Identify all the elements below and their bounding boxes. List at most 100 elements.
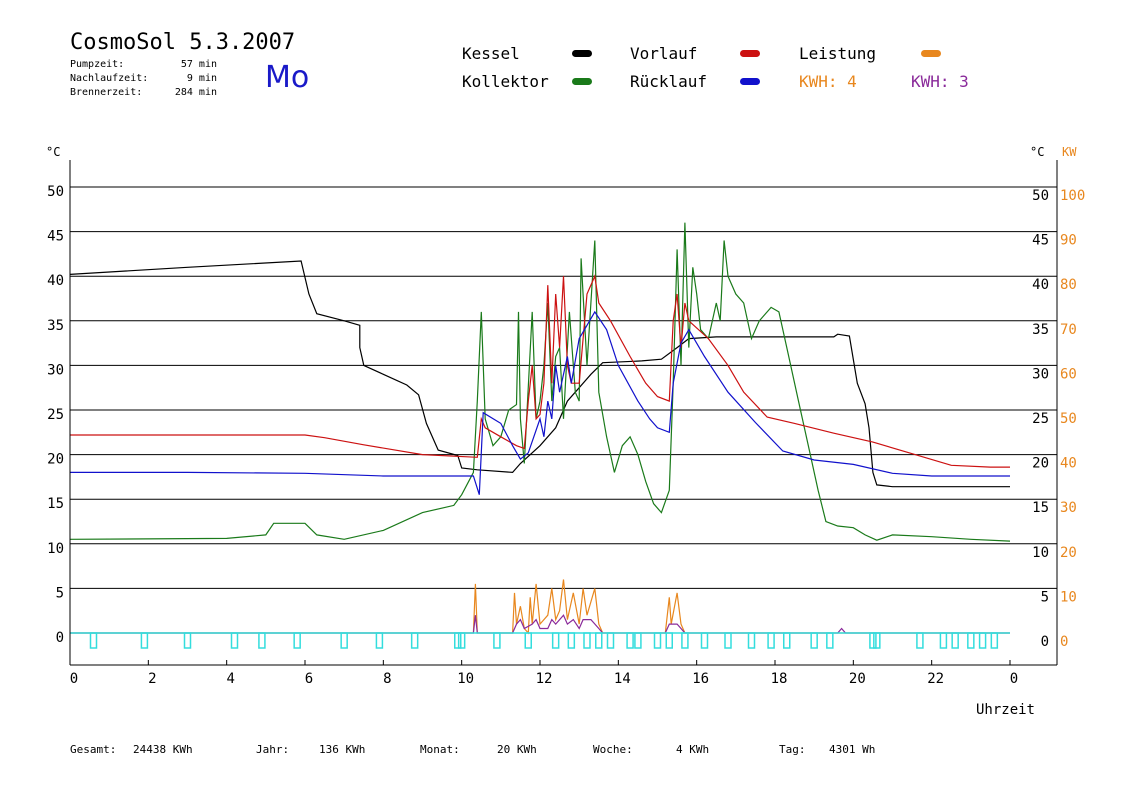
y-tick-label-right: 5 bbox=[1041, 589, 1049, 605]
jahr-label: Jahr: bbox=[256, 743, 290, 756]
series-lines bbox=[69, 222, 1011, 635]
legend-kwh-a: KWH: 4 bbox=[799, 72, 857, 91]
y-tick-label-right: 0 bbox=[1041, 634, 1049, 650]
pump-cycle-marker bbox=[700, 632, 709, 649]
x-tick-label: 18 bbox=[771, 671, 788, 687]
tag-value: 4301 Wh bbox=[829, 743, 876, 756]
pump-cycle-marker bbox=[410, 632, 419, 649]
monat-value: 20 KWh bbox=[497, 743, 537, 756]
woche-label: Woche: bbox=[593, 743, 633, 756]
pump-cycle-marker bbox=[767, 632, 775, 649]
monat-label: Monat: bbox=[420, 743, 460, 756]
pump-cycle-marker bbox=[967, 632, 975, 649]
x-tick-label: 10 bbox=[457, 671, 474, 687]
pump-cycle-marker bbox=[493, 632, 501, 649]
x-tick-label: 22 bbox=[927, 671, 944, 687]
pump-cycle-marker bbox=[978, 632, 987, 649]
jahr-value: 136 KWh bbox=[319, 743, 366, 756]
y-tick-label-left: 35 bbox=[47, 318, 64, 334]
legend-vorlauf-swatch bbox=[740, 50, 760, 57]
x-tick-label: 2 bbox=[148, 671, 156, 687]
x-tick-label: 8 bbox=[383, 671, 391, 687]
legend-kollektor: Kollektor bbox=[462, 72, 549, 91]
pump-cycle-marker bbox=[457, 632, 466, 649]
x-tick-label: 20 bbox=[849, 671, 866, 687]
y-axis-title-right2: KW bbox=[1062, 145, 1077, 159]
y-tick-label-left: 45 bbox=[47, 229, 64, 245]
axes bbox=[69, 160, 1058, 666]
y-axis-title-left: °C bbox=[46, 145, 60, 159]
y-tick-label-left: 0 bbox=[56, 630, 64, 646]
legend-vorlauf: Vorlauf bbox=[630, 44, 698, 63]
series-line-kessel bbox=[69, 260, 1010, 488]
y-tick-label-left: 15 bbox=[47, 496, 64, 512]
tick-labels: 0510152025303540455005101520253035404550… bbox=[46, 145, 1085, 718]
pump-cycle-marker bbox=[140, 632, 149, 649]
y-tick-label-right: 10 bbox=[1032, 545, 1049, 561]
pump-cycle-marker bbox=[454, 632, 462, 649]
pump-cycle-marker bbox=[595, 632, 603, 649]
y-tick-label-right2: 30 bbox=[1060, 500, 1077, 516]
pump-cycle-marker bbox=[810, 632, 818, 649]
nachlaufzeit-label: Nachlaufzeit: bbox=[70, 73, 149, 84]
x-tick-label: 4 bbox=[226, 671, 234, 687]
pump-cycle-marker bbox=[340, 632, 348, 649]
pump-cycle-marker bbox=[653, 632, 662, 649]
gesamt-value: 24438 KWh bbox=[133, 743, 193, 756]
y-tick-label-right: 25 bbox=[1032, 411, 1049, 427]
y-tick-label-right2: 80 bbox=[1060, 277, 1077, 293]
legend-kollektor-swatch bbox=[572, 78, 592, 85]
pumpzeit-label: Pumpzeit: bbox=[70, 59, 125, 70]
y-tick-label-left: 50 bbox=[47, 184, 64, 200]
y-tick-label-right2: 70 bbox=[1060, 322, 1077, 338]
y-tick-label-left: 30 bbox=[47, 362, 64, 378]
series-line-kollektor bbox=[69, 222, 1011, 542]
legend-ruecklauf: Rücklauf bbox=[630, 72, 708, 91]
y-tick-label-right: 20 bbox=[1032, 456, 1049, 472]
pump-cycle-marker bbox=[583, 632, 591, 649]
pumpzeit-value: 57 min bbox=[180, 59, 217, 70]
pump-cycle-marker bbox=[567, 632, 576, 649]
pump-cycle-marker bbox=[551, 632, 560, 649]
pump-cycle-marker bbox=[873, 632, 881, 649]
pump-cycle-marker bbox=[939, 632, 948, 649]
pump-markers bbox=[70, 632, 1010, 649]
pump-cycle-marker bbox=[524, 632, 532, 649]
x-tick-label: 0 bbox=[70, 671, 78, 687]
y-axis-title-right: °C bbox=[1030, 145, 1044, 159]
x-tick-label: 6 bbox=[305, 671, 313, 687]
y-tick-label-right: 45 bbox=[1032, 233, 1049, 249]
series-line-ruecklauf bbox=[70, 310, 1010, 495]
series-line-kwh_b bbox=[70, 614, 1010, 634]
pump-cycle-marker bbox=[869, 632, 877, 649]
pump-cycle-marker bbox=[606, 632, 615, 649]
legend-kessel-swatch bbox=[572, 50, 592, 57]
y-tick-label-right2: 20 bbox=[1060, 545, 1077, 561]
y-tick-label-right2: 50 bbox=[1060, 411, 1077, 427]
y-tick-label-right2: 100 bbox=[1060, 188, 1085, 204]
brennerzeit-value: 284 min bbox=[174, 87, 217, 98]
pump-cycle-marker bbox=[724, 632, 732, 649]
gesamt-label: Gesamt: bbox=[70, 743, 117, 756]
pump-cycle-marker bbox=[665, 632, 673, 649]
x-tick-label: 16 bbox=[692, 671, 709, 687]
y-tick-label-right: 40 bbox=[1032, 277, 1049, 293]
legend-leistung-swatch bbox=[921, 50, 941, 57]
y-tick-label-right2: 10 bbox=[1060, 589, 1077, 605]
y-tick-label-right2: 0 bbox=[1060, 634, 1068, 650]
x-axis-title: Uhrzeit bbox=[976, 702, 1035, 718]
legend-ruecklauf-swatch bbox=[740, 78, 760, 85]
y-tick-label-left: 20 bbox=[47, 452, 64, 468]
y-tick-label-right2: 60 bbox=[1060, 366, 1077, 382]
x-tick-label: 0 bbox=[1010, 671, 1018, 687]
series-line-vorlauf bbox=[70, 274, 1010, 468]
x-tick-label: 12 bbox=[536, 671, 553, 687]
y-tick-label-left: 40 bbox=[47, 273, 64, 289]
pump-cycle-marker bbox=[258, 632, 266, 649]
pump-cycle-marker bbox=[681, 632, 689, 649]
x-tick-label: 14 bbox=[614, 671, 631, 687]
y-tick-label-right2: 40 bbox=[1060, 456, 1077, 472]
pump-cycle-marker bbox=[626, 632, 634, 649]
y-tick-label-right2: 90 bbox=[1060, 233, 1077, 249]
